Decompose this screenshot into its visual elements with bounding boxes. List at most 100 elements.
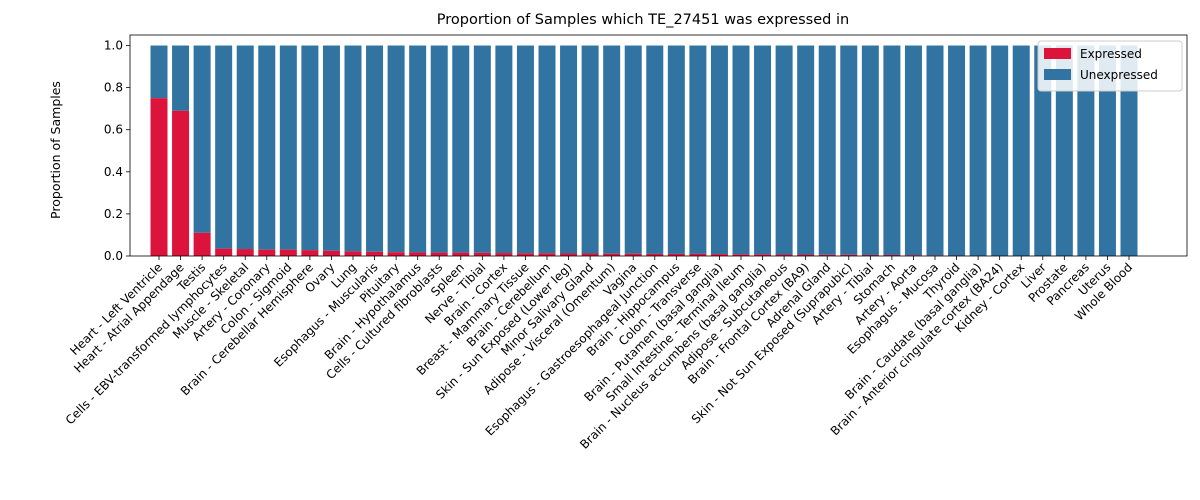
bar-unexpressed <box>797 45 815 255</box>
bar-expressed <box>840 254 858 256</box>
bar-expressed <box>193 232 211 256</box>
y-axis: 0.0 0.2 0.4 0.6 0.8 1.0 <box>104 39 130 263</box>
bar-unexpressed <box>840 45 858 255</box>
bar-expressed <box>452 252 470 256</box>
bar-expressed <box>215 248 233 256</box>
bar-unexpressed <box>301 45 319 251</box>
bar-expressed <box>430 252 448 256</box>
bar-unexpressed <box>883 45 901 255</box>
bar-unexpressed <box>322 45 340 251</box>
bar-expressed <box>172 110 190 257</box>
bar-unexpressed <box>775 45 793 255</box>
bar-expressed <box>344 251 362 256</box>
bar-expressed <box>818 254 836 256</box>
bar-expressed <box>258 249 276 256</box>
bar-unexpressed <box>409 45 427 253</box>
bar-expressed <box>473 252 491 256</box>
bar-unexpressed <box>172 45 190 111</box>
plot-frame <box>129 34 1188 257</box>
bar-unexpressed <box>1034 45 1052 257</box>
bar-unexpressed <box>1055 45 1073 257</box>
bar-expressed <box>366 251 384 256</box>
y-tick-label: 1.0 <box>104 39 123 53</box>
legend-label: Unexpressed <box>1080 68 1158 82</box>
y-axis-label: Proportion of Samples <box>48 81 63 219</box>
bar-expressed <box>279 249 297 256</box>
bar-unexpressed <box>603 45 621 254</box>
bar-unexpressed <box>818 45 836 255</box>
legend-box <box>1037 40 1183 92</box>
bar-unexpressed <box>1098 45 1116 257</box>
chart-title: Proportion of Samples which TE_27451 was… <box>437 12 849 28</box>
y-tick-label: 0.2 <box>104 207 123 221</box>
bar-expressed <box>904 255 922 256</box>
bar-expressed <box>150 98 168 257</box>
bar-unexpressed <box>969 45 987 257</box>
bar-unexpressed <box>624 45 642 254</box>
bar-expressed <box>538 253 556 256</box>
bar-unexpressed <box>430 45 448 253</box>
bar-expressed <box>516 253 534 256</box>
bar-expressed <box>775 254 793 256</box>
legend-swatch <box>1044 48 1071 59</box>
bar-unexpressed <box>560 45 578 254</box>
legend-swatch <box>1044 69 1071 80</box>
bar-unexpressed <box>366 45 384 252</box>
bar-expressed <box>710 254 728 256</box>
y-tick-label: 0.8 <box>104 81 123 95</box>
bar-expressed <box>603 253 621 256</box>
bar-unexpressed <box>732 45 750 255</box>
bar-unexpressed <box>926 45 944 256</box>
bar-unexpressed <box>991 45 1009 257</box>
bar-unexpressed <box>861 45 879 255</box>
bar-unexpressed <box>258 45 276 250</box>
bar-unexpressed <box>473 45 491 253</box>
bar-expressed <box>236 249 254 256</box>
bar-expressed <box>301 250 319 256</box>
y-tick-label: 0.0 <box>104 249 123 263</box>
bar-unexpressed <box>754 45 772 255</box>
y-tick-label: 0.4 <box>104 165 123 179</box>
bar-unexpressed <box>193 45 211 233</box>
bar-unexpressed <box>904 45 922 256</box>
bar-unexpressed <box>1077 45 1095 257</box>
bar-unexpressed <box>1012 45 1030 257</box>
bar-expressed <box>581 253 599 256</box>
bar-unexpressed <box>667 45 685 254</box>
bar-unexpressed <box>344 45 362 252</box>
bar-expressed <box>624 253 642 256</box>
bar-expressed <box>883 254 901 256</box>
plot-area <box>129 34 1188 257</box>
bar-expressed <box>797 254 815 256</box>
bar-unexpressed <box>646 45 664 254</box>
bar-expressed <box>495 253 513 256</box>
bar-unexpressed <box>948 45 966 256</box>
bar-expressed <box>409 252 427 256</box>
bar-expressed <box>322 250 340 256</box>
bar-unexpressed <box>1120 45 1138 257</box>
bar-unexpressed <box>236 45 254 250</box>
bar-unexpressed <box>689 45 707 254</box>
legend-label: Expressed <box>1080 47 1142 61</box>
bar-expressed <box>667 253 685 256</box>
bar-expressed <box>861 254 879 256</box>
bar-expressed <box>732 254 750 256</box>
bar-expressed <box>754 254 772 256</box>
bar-unexpressed <box>581 45 599 254</box>
y-tick-label: 0.6 <box>104 123 123 137</box>
bar-unexpressed <box>452 45 470 253</box>
bar-unexpressed <box>279 45 297 250</box>
bar-expressed <box>387 252 405 256</box>
bar-unexpressed <box>516 45 534 254</box>
bar-unexpressed <box>538 45 556 254</box>
bar-expressed <box>646 253 664 256</box>
bar-unexpressed <box>215 45 233 249</box>
bar-unexpressed <box>150 45 168 99</box>
bar-unexpressed <box>710 45 728 255</box>
bar-expressed <box>689 253 707 256</box>
bar-unexpressed <box>495 45 513 254</box>
bar-unexpressed <box>387 45 405 253</box>
legend: Expressed Unexpressed <box>1037 40 1183 92</box>
